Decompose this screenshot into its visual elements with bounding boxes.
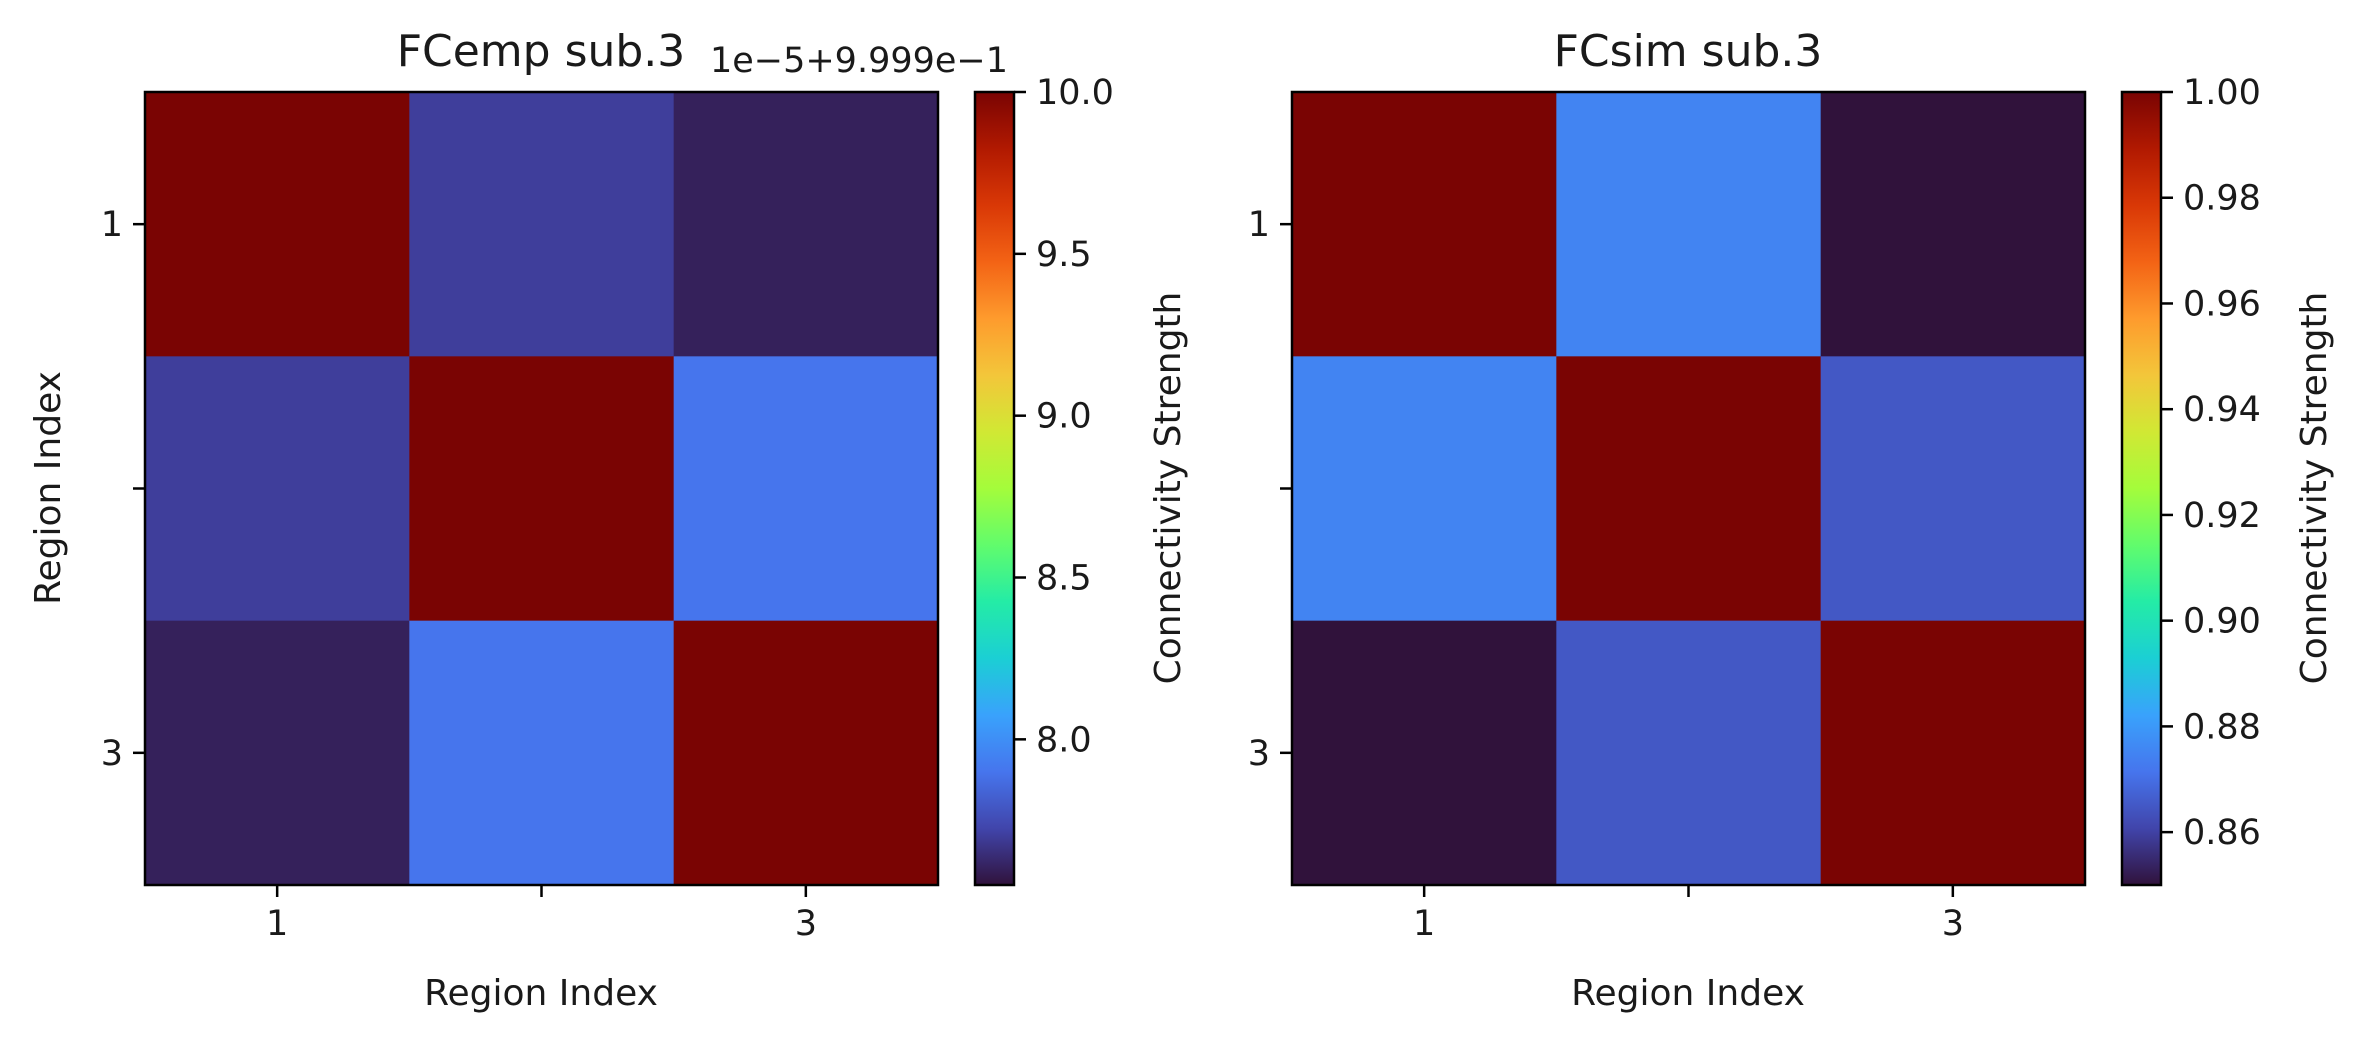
heatmap-cell (1556, 92, 1822, 357)
x-axis-label: Region Index (1571, 973, 1805, 1014)
colorbar-tick-label: 9.5 (1036, 235, 1092, 275)
y-axis-label: Region Index (28, 371, 69, 605)
heatmap-cell (1820, 356, 2086, 622)
colorbar-tick-label: 0.98 (2183, 179, 2261, 219)
colorbar-tick-label: 0.94 (2183, 390, 2261, 430)
heatmap-cell (145, 92, 410, 357)
x-tick-label: 3 (795, 904, 817, 944)
heatmap-cell (1820, 92, 2086, 357)
heatmap-cell (1292, 620, 1557, 886)
heatmap-cell (409, 356, 675, 622)
colorbar-label: Connectivity Strength (2294, 292, 2335, 685)
heatmap-cells (145, 92, 939, 886)
heatmap-cell (673, 92, 939, 357)
y-ticks: 13 (101, 205, 145, 774)
x-tick-label: 1 (266, 904, 288, 944)
x-tick-label: 1 (1413, 904, 1435, 944)
colorbar-ticks: 8.0 8.5 9.0 9.5 10.0 (1014, 73, 1114, 760)
heatmap-cell (1292, 92, 1557, 357)
colorbar (2120, 90, 2163, 887)
heatmap-cell (673, 356, 939, 622)
colorbar-tick-label: 8.0 (1036, 720, 1092, 760)
colorbar-tick-label: 0.86 (2183, 813, 2261, 853)
y-ticks: 13 (1248, 205, 1292, 774)
colorbar-tick-label: 0.96 (2183, 284, 2261, 324)
heatmap-cell (409, 92, 675, 357)
chart-title: FCemp sub.3 (397, 26, 686, 77)
heatmap-cell (673, 620, 939, 886)
colorbar-tick-label: 1.00 (2183, 73, 2261, 113)
colorbar-label: Connectivity Strength (1148, 292, 1189, 685)
colorbar (973, 90, 1016, 887)
colorbar-tick-label: 0.88 (2183, 707, 2261, 747)
colorbar-tick-label: 10.0 (1036, 73, 1114, 113)
heatmap-cell (1556, 356, 1822, 622)
y-tick-label: 3 (101, 734, 123, 774)
chart-title: FCsim sub.3 (1554, 26, 1823, 77)
y-tick-label: 1 (1248, 205, 1270, 245)
heatmap-cells (1292, 92, 2086, 886)
heatmap-cell (1292, 356, 1557, 622)
heatmap-cell (145, 620, 410, 886)
colorbar-tick-label: 0.92 (2183, 496, 2261, 536)
colorbar-ticks: 0.86 0.88 0.90 0.92 0.94 0.96 0.98 1.00 (2161, 73, 2261, 853)
x-axis-label: Region Index (424, 973, 658, 1014)
colorbar-tick-label: 8.5 (1036, 559, 1092, 599)
y-tick-label: 3 (1248, 734, 1270, 774)
colorbar-tick-label: 0.90 (2183, 602, 2261, 642)
heatmap-cell (409, 620, 675, 886)
y-tick-label: 1 (101, 205, 123, 245)
heatmap-cell (1820, 620, 2086, 886)
heatmap-cell (145, 356, 410, 622)
heatmap-cell (1556, 620, 1822, 886)
colorbar-tick-label: 9.0 (1036, 397, 1092, 437)
x-tick-label: 3 (1942, 904, 1964, 944)
colorbar-offset-text: 1e−5+9.999e−1 (710, 41, 1008, 81)
